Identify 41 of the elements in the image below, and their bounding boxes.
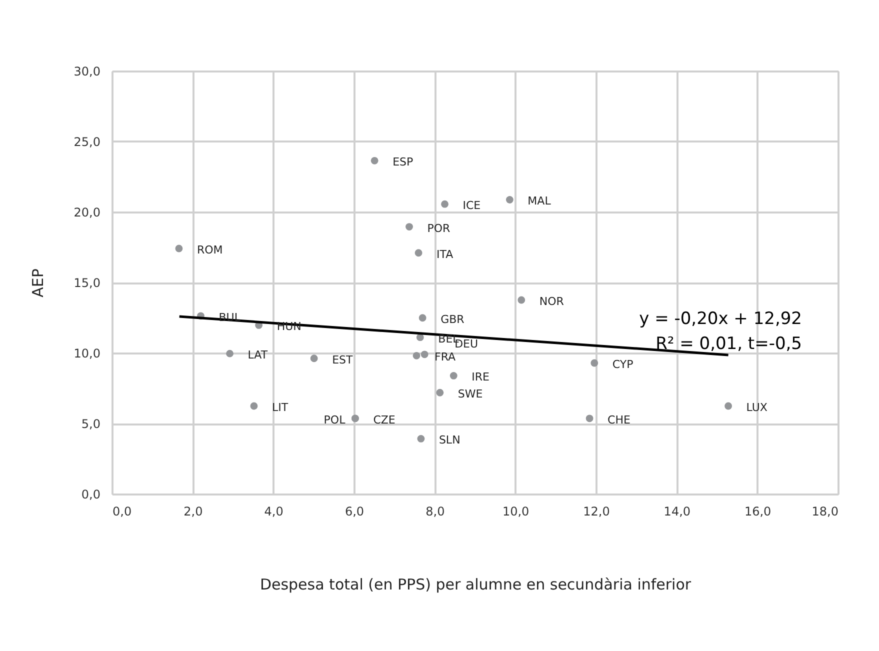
annotation: LIT [272, 401, 288, 414]
annotation: R² = 0,01, t=-0,5 [656, 334, 802, 354]
x-tick-label: 16,0 [744, 504, 772, 518]
annotation: CYP [612, 358, 634, 372]
y-tick-label: 20,0 [74, 206, 100, 220]
x-tick-label: 14,0 [664, 504, 691, 518]
y-tick-label: 5,0 [81, 417, 100, 431]
x-tick-label: 12,0 [583, 504, 610, 518]
x-tick-label: 4,0 [264, 504, 284, 518]
annotation: ESP [392, 156, 414, 169]
annotation: EST [332, 353, 354, 366]
x-tick-label: 18,0 [812, 504, 838, 518]
annotation: ITA [436, 248, 454, 261]
y-tick-label: 30,0 [74, 64, 100, 78]
y-tick-label: 10,0 [74, 346, 100, 360]
annotation: MAL [528, 194, 552, 208]
x-tick-label: 0,0 [112, 504, 132, 518]
annotation: SLN [438, 434, 460, 447]
annotation: POR [427, 222, 451, 235]
annotation: y = -0,20x + 12,92 [639, 309, 802, 329]
x-tick-label: 2,0 [184, 504, 203, 518]
annotation: FRA [434, 350, 456, 364]
y-tick-label: 15,0 [74, 276, 100, 290]
annotation: CHE [608, 413, 630, 426]
x-axis-title: Despesa total (en PPS) per alumne en secundària inferior [260, 576, 692, 594]
annotation: LUX [746, 401, 768, 414]
y-tick-label: 25,0 [74, 135, 100, 149]
x-tick-label: 6,0 [344, 504, 364, 518]
annotation: GBR [440, 312, 465, 326]
x-tick-label: 8,0 [426, 504, 445, 518]
x-tick-label: 10,0 [502, 504, 530, 518]
y-tick-label: 0,0 [81, 488, 100, 502]
annotation: ICE [462, 199, 481, 212]
annotation: SWE [458, 388, 483, 401]
annotation: LAT [248, 348, 268, 362]
annotation: ROM [196, 244, 223, 257]
annotation: CZE [373, 413, 396, 426]
y-axis-title: AEP [28, 268, 47, 298]
annotation: IRE [472, 370, 490, 384]
annotation: NOR [539, 294, 564, 308]
annotation: POL [324, 413, 346, 426]
